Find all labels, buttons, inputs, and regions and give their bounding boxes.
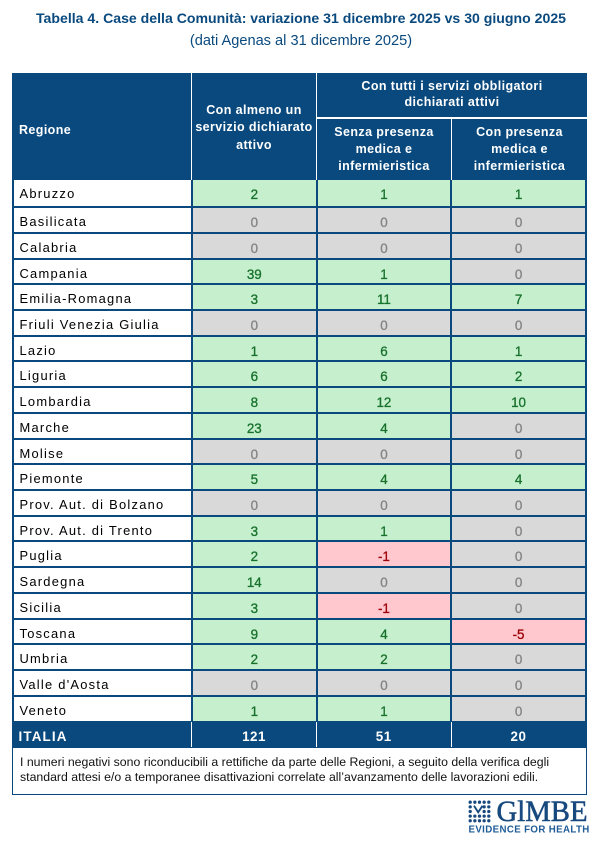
svg-text:EVIDENCE FOR HEALTH: EVIDENCE FOR HEALTH bbox=[469, 825, 590, 836]
svg-text:GlMBE: GlMBE bbox=[497, 798, 588, 828]
